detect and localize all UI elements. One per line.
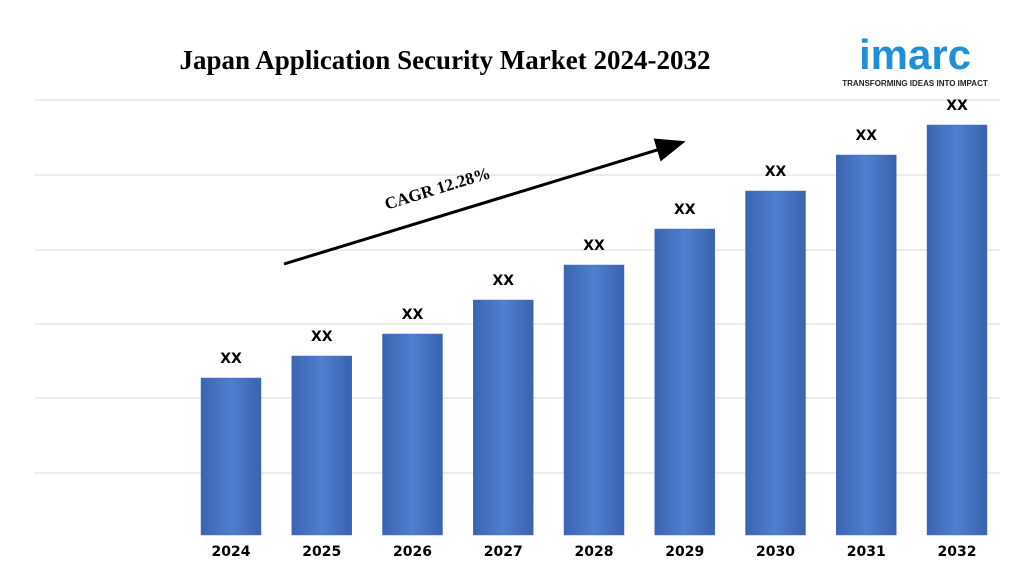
value-label: XX [674,202,696,218]
bar [200,377,262,536]
bar [926,124,988,536]
logo-tagline: TRANSFORMING IDEAS INTO IMPACT [842,79,988,88]
x-tick-label: 2031 [847,544,886,560]
x-tick-label: 2028 [575,544,614,560]
value-label: XX [492,273,514,289]
value-label: XX [583,238,605,254]
x-tick-label: 2027 [484,544,523,560]
value-label: XX [220,351,242,367]
value-label: XX [402,307,424,323]
x-tick-label: 2030 [756,544,795,560]
bar [745,190,806,536]
x-tick-label: 2032 [938,544,977,560]
x-tick-label: 2026 [393,544,432,560]
value-label: XX [765,164,787,180]
value-label: XX [855,128,877,144]
bar [836,154,897,536]
bar [473,299,534,536]
x-tick-label: 2024 [212,544,251,560]
cagr-arrow [283,138,686,266]
value-label: XX [946,98,968,114]
logo-name: imarc [859,31,971,78]
chart-title: Japan Application Security Market 2024-2… [180,45,711,75]
x-tick-label: 2029 [665,544,704,560]
bar [382,333,443,536]
value-label: XX [311,329,333,345]
bar [291,355,352,536]
bar [654,228,715,536]
x-tick-label: 2025 [302,544,341,560]
bar [563,264,625,536]
